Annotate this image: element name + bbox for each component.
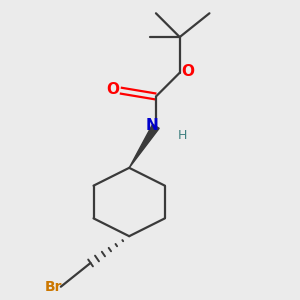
Text: Br: Br <box>45 280 62 294</box>
Text: O: O <box>182 64 194 79</box>
Polygon shape <box>129 124 159 168</box>
Text: O: O <box>106 82 119 98</box>
Text: H: H <box>178 129 188 142</box>
Text: N: N <box>146 118 159 133</box>
